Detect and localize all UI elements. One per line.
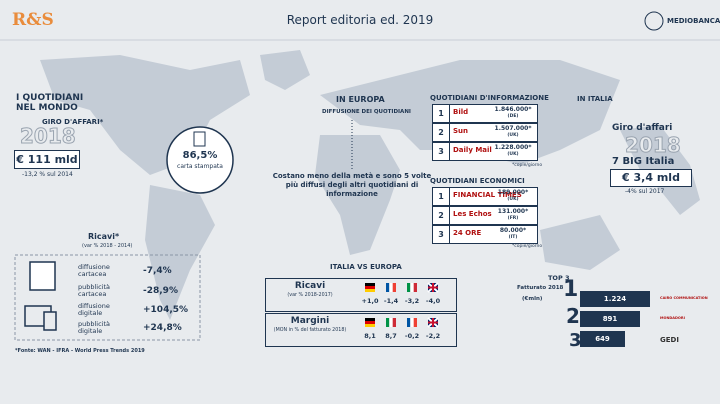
paper-row: 3 24 ORE 80.000* (IT) [432,225,538,244]
paper-value: 1.846.000* [494,106,532,113]
top-title: TOP 3 [548,274,570,282]
revenue-label: diffusione cartacea [78,263,110,278]
flags [365,282,439,328]
paper-country: (UK) [507,197,519,202]
section-title: ITALIA VS EUROPA [330,263,402,271]
revenue-title: Ricavi* [88,232,120,241]
top-unit: (€mln) [522,296,543,302]
rank-2: 2 [566,304,580,328]
brand: MEDIOBANCA [667,17,720,25]
value-box: € 3,4 mld [610,169,692,187]
paper-row: 1 FINANCIAL TIMES 189.000* (UK) [432,187,538,206]
change: -13,2 % sul 2014 [22,171,73,178]
list-note: *copie/giorno [512,244,543,249]
paper-value: 1.228.000* [494,144,532,151]
paper-country: (UK) [507,133,519,138]
compare-value: +1,0 [361,297,379,305]
rank: 2 [433,207,450,224]
paper-name: 24 ORE [453,229,482,237]
revenue-label: pubblicità cartacea [78,283,111,298]
list-title: QUOTIDIANI D'INFORMAZIONE [430,94,549,102]
label: Giro d'affari [612,123,673,133]
rank-3: 3 [569,330,582,351]
rank-1: 1 [563,277,578,302]
print-share-circle [166,126,234,194]
label: GIRO D'AFFARI* [42,118,104,126]
top-logo: GEDI [660,336,679,344]
year: 2018 [20,124,77,149]
footnote: *Fonte: WAN - IFRA - World Press Trends … [15,348,145,354]
paper-row: 2 Les Echos 131.000* (FR) [432,206,538,225]
paper-name: Sun [453,127,469,135]
rank: 1 [433,105,450,122]
rank: 3 [433,143,450,160]
change: -4% sul 2017 [625,188,665,195]
paper-country: (FR) [507,216,519,221]
revenue-subtitle: (var % 2018 - 2014) [82,243,133,249]
compare-value: -1,4 [383,297,399,305]
compare-sub: (MON in % del fatturato 2018) [273,328,347,333]
paper-name: Daily Mail [453,146,492,154]
year: 2018 [625,133,682,158]
revenue-box [14,254,201,341]
revenue-value: -7,4% [143,266,172,276]
revenue-label: diffusione digitale [78,302,110,317]
newspaper-icon [29,261,56,291]
top-subtitle: Fatturato 2018 [517,285,564,291]
paper-name: Les Echos [453,210,492,218]
revenue-value: +104,5% [143,305,189,315]
top-bar: 1.224 [580,291,650,307]
tablet-icon [43,311,57,331]
margin-compare-box [265,313,457,347]
paper-value: 189.000* [497,189,529,196]
group: 7 BIG Italia [612,156,675,167]
compare-sub: (var % 2018-2017) [287,293,333,298]
rank: 1 [433,188,450,205]
top-logo: CAIRO COMMUNICATION [660,296,708,300]
section-title: IN EUROPA [336,95,385,104]
paper-row: 2 Sun 1.507.000* (UK) [432,123,538,142]
list-note: *copie/giorno [512,163,543,168]
paper-country: (UK) [507,152,519,157]
revenue-value: +24,8% [143,323,182,333]
europe-note: Costano meno della metà e sono 5 volte p… [272,172,432,198]
value-box: € 111 mld [14,150,80,169]
revenue-value: -28,9% [143,286,178,296]
mediobanca-emblem [644,11,664,31]
print-share-label: carta stampata [177,163,223,170]
compare-value: -4,0 [425,297,441,305]
top-bar: 891 [580,311,640,327]
compare-value: 8,7 [385,332,397,340]
top-logo: MONDADORI [660,316,685,320]
paper-value: 1.507.000* [494,125,532,132]
logo: R&S [12,10,54,30]
rank: 2 [433,124,450,141]
compare-label: Ricavi [294,281,326,291]
document-icon [193,131,206,147]
paper-country: (DE) [507,114,519,119]
paper-country: (IT) [508,235,518,240]
list-title: QUOTIDIANI ECONOMICI [430,177,525,185]
paper-name: FINANCIAL TIMES [453,191,522,199]
paper-row: 3 Daily Mail 1.228.000* (UK) [432,142,538,161]
paper-name: Bild [453,108,469,116]
revenue-label: pubblicità digitale [78,320,111,335]
section-subtitle: DIFFUSIONE DEI QUOTIDIANI [322,109,411,115]
paper-row: 1 Bild 1.846.000* (DE) [432,104,538,123]
compare-value: -2,2 [425,332,441,340]
paper-value: 131.000* [497,208,529,215]
section-title: I QUOTIDIANI NEL MONDO [16,93,84,113]
compare-value: -3,2 [404,297,420,305]
rank: 3 [433,226,450,243]
compare-value: -0,2 [404,332,420,340]
compare-label: Margini [290,316,330,326]
section-title: IN ITALIA [577,95,613,103]
compare-value: 8,1 [364,332,376,340]
paper-value: 80.000* [499,227,527,234]
revenue-compare-box [265,278,457,312]
page-title: Report editoria ed. 2019 [286,13,434,27]
top-bar: 649 [580,331,625,347]
print-share: 86,5% [182,150,218,161]
